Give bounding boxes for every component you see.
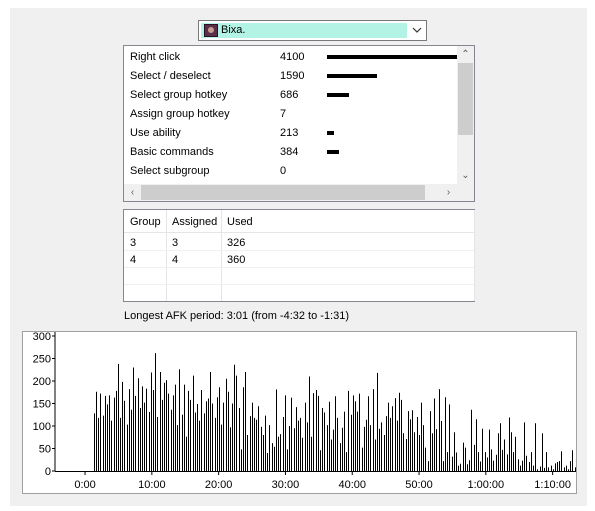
scroll-right-arrow-icon[interactable]: ›	[446, 187, 451, 198]
cell-used: 360	[227, 254, 246, 266]
actions-vertical-scrollbar[interactable]: ⌃ ⌄	[457, 46, 474, 184]
control-groups-table[interactable]: Group Assigned Used 3 3 326 4 4 360	[123, 209, 475, 302]
cell-group: 3	[130, 237, 137, 249]
player-portrait-icon	[204, 24, 218, 37]
action-count: 7	[280, 108, 287, 120]
action-count: 384	[280, 146, 299, 158]
action-label: Use ability	[130, 127, 181, 139]
action-label: Select subgroup	[130, 165, 210, 177]
action-bar	[327, 150, 339, 154]
player-select[interactable]: Bixa.	[198, 20, 427, 41]
scroll-left-arrow-icon[interactable]: ‹	[130, 187, 135, 198]
cell-group: 4	[130, 254, 137, 266]
action-label: Right click	[130, 51, 181, 63]
player-name: Bixa.	[221, 24, 246, 36]
column-divider	[474, 210, 475, 301]
y-tick-label: 150	[33, 399, 51, 411]
cell-assigned: 4	[172, 254, 179, 266]
scroll-up-arrow-icon[interactable]: ⌃	[461, 49, 470, 60]
list-item[interactable]: Use ability 213	[130, 127, 460, 146]
action-bar	[327, 93, 349, 97]
action-label: Select / deselect	[130, 70, 211, 82]
y-tick-label: 250	[33, 354, 51, 366]
action-bar	[327, 131, 334, 135]
table-header: Group Assigned Used	[124, 210, 474, 233]
actions-list[interactable]: Right click 4100 Select / deselect 1590 Sele…	[123, 45, 475, 202]
scroll-corner	[457, 184, 474, 201]
x-tick-label: 30:00	[272, 479, 300, 491]
action-bar	[327, 55, 457, 59]
row-divider	[124, 284, 474, 285]
x-tick-label: 1:10:00	[534, 479, 571, 491]
action-count: 686	[280, 89, 299, 101]
action-count: 0	[280, 165, 287, 177]
column-header-assigned[interactable]: Assigned	[172, 216, 218, 228]
column-header-group[interactable]: Group	[130, 216, 161, 228]
cell-assigned: 3	[172, 237, 179, 249]
column-divider	[221, 210, 222, 301]
action-count: 4100	[280, 51, 305, 63]
list-item[interactable]: Assign group hotkey 7	[130, 108, 460, 127]
list-item[interactable]: Basic commands 384	[130, 146, 460, 165]
apm-chart-plot: 0 50 100 150 200 250 300 0:00 10:00 20:00 30:00 40:…	[33, 332, 576, 491]
scroll-down-arrow-icon[interactable]: ⌄	[461, 170, 470, 181]
action-label: Assign group hotkey	[130, 108, 230, 120]
list-item[interactable]: Select group hotkey 686	[130, 89, 460, 108]
x-tick-label: 40:00	[338, 479, 366, 491]
action-label: Select group hotkey	[130, 89, 228, 101]
action-bar	[327, 74, 377, 78]
row-divider	[124, 250, 474, 251]
action-label: Basic commands	[130, 146, 214, 158]
action-count: 1590	[280, 70, 305, 82]
chevron-down-icon[interactable]	[411, 24, 423, 36]
y-tick-label: 300	[33, 332, 51, 343]
afk-period-label: Longest AFK period: 3:01 (from -4:32 to …	[124, 310, 350, 322]
cell-used: 326	[227, 237, 246, 249]
scroll-thumb[interactable]	[141, 185, 425, 200]
column-header-used[interactable]: Used	[227, 216, 253, 228]
action-count: 213	[280, 127, 299, 139]
row-divider	[124, 267, 474, 268]
apm-chart: 0 50 100 150 200 250 300 0:00 10:00 20:00 30:00 40:…	[22, 331, 577, 494]
x-tick-label: 50:00	[405, 479, 433, 491]
y-tick-label: 0	[45, 466, 51, 478]
list-item[interactable]: Right click 4100	[130, 51, 460, 70]
scroll-thumb[interactable]	[458, 63, 473, 135]
x-tick-label: 20:00	[205, 479, 233, 491]
y-tick-label: 50	[39, 444, 51, 456]
actions-horizontal-scrollbar[interactable]: ‹ ›	[124, 184, 457, 201]
x-tick-label: 1:00:00	[467, 479, 504, 491]
x-tick-label: 10:00	[138, 479, 166, 491]
player-select-highlight: Bixa.	[201, 23, 407, 38]
y-tick-label: 100	[33, 421, 51, 433]
column-divider	[166, 210, 167, 301]
x-tick-label: 0:00	[74, 479, 95, 491]
list-item[interactable]: Select subgroup 0	[130, 165, 460, 184]
list-item[interactable]: Select / deselect 1590	[130, 70, 460, 89]
y-tick-label: 200	[33, 376, 51, 388]
